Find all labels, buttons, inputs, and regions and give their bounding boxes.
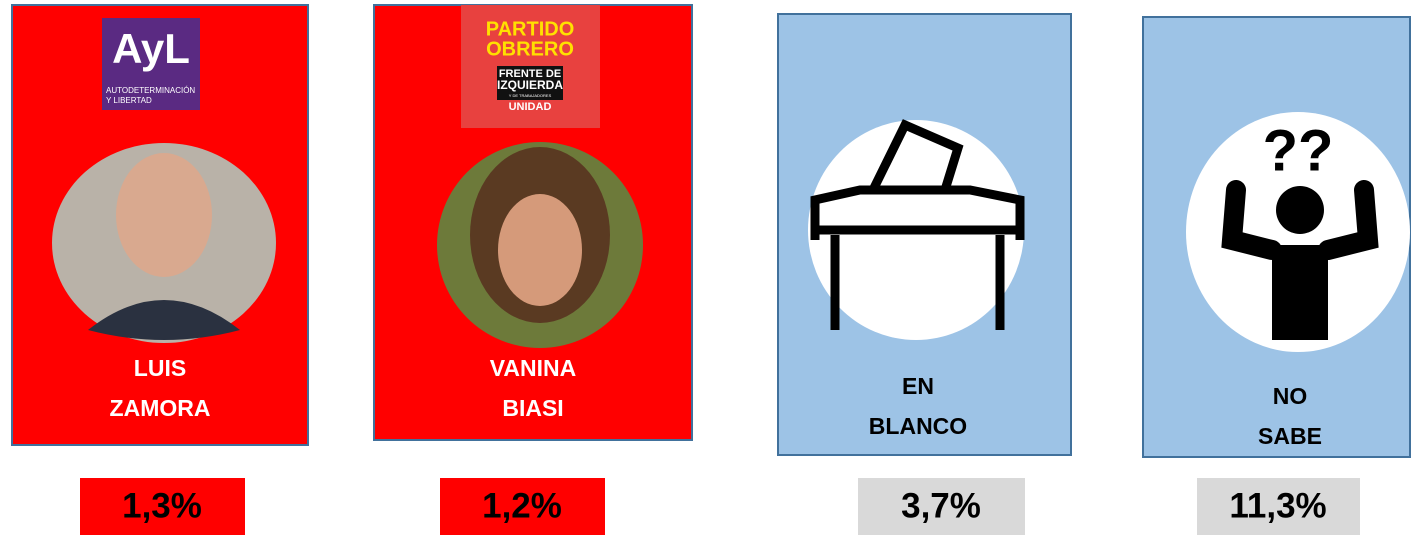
logo-title: AyL — [112, 25, 190, 72]
infographic: AyL AUTODETERMINACIÓN Y LIBERTAD LUIS ZA… — [0, 0, 1415, 538]
percent: 1,2% — [482, 486, 562, 525]
logo-front: IZQUIERDA — [497, 78, 563, 92]
option-name: BLANCO — [869, 413, 967, 439]
candidate-name: LUIS — [134, 355, 186, 381]
percent: 11,3% — [1229, 486, 1326, 525]
photo-face — [116, 153, 212, 277]
icon-glyph: ?? — [1263, 118, 1334, 183]
logo-subtitle: Y LIBERTAD — [106, 96, 152, 105]
logo-front-small: Y DE TRABAJADORES — [509, 93, 552, 98]
option-name: NO — [1273, 383, 1308, 409]
candidate-name: VANINA — [490, 355, 576, 381]
candidate-name: ZAMORA — [110, 395, 211, 421]
percent: 3,7% — [901, 486, 981, 525]
logo-badge: UNIDAD — [509, 101, 552, 113]
option-name: EN — [902, 373, 934, 399]
logo-subtitle: AUTODETERMINACIÓN — [106, 86, 195, 95]
logo-title: PARTIDO — [486, 18, 575, 40]
percent: 1,3% — [122, 486, 202, 525]
candidate-name: BIASI — [502, 395, 563, 421]
photo-face — [498, 194, 582, 306]
option-name: SABE — [1258, 423, 1322, 449]
logo-title: OBRERO — [486, 38, 574, 60]
